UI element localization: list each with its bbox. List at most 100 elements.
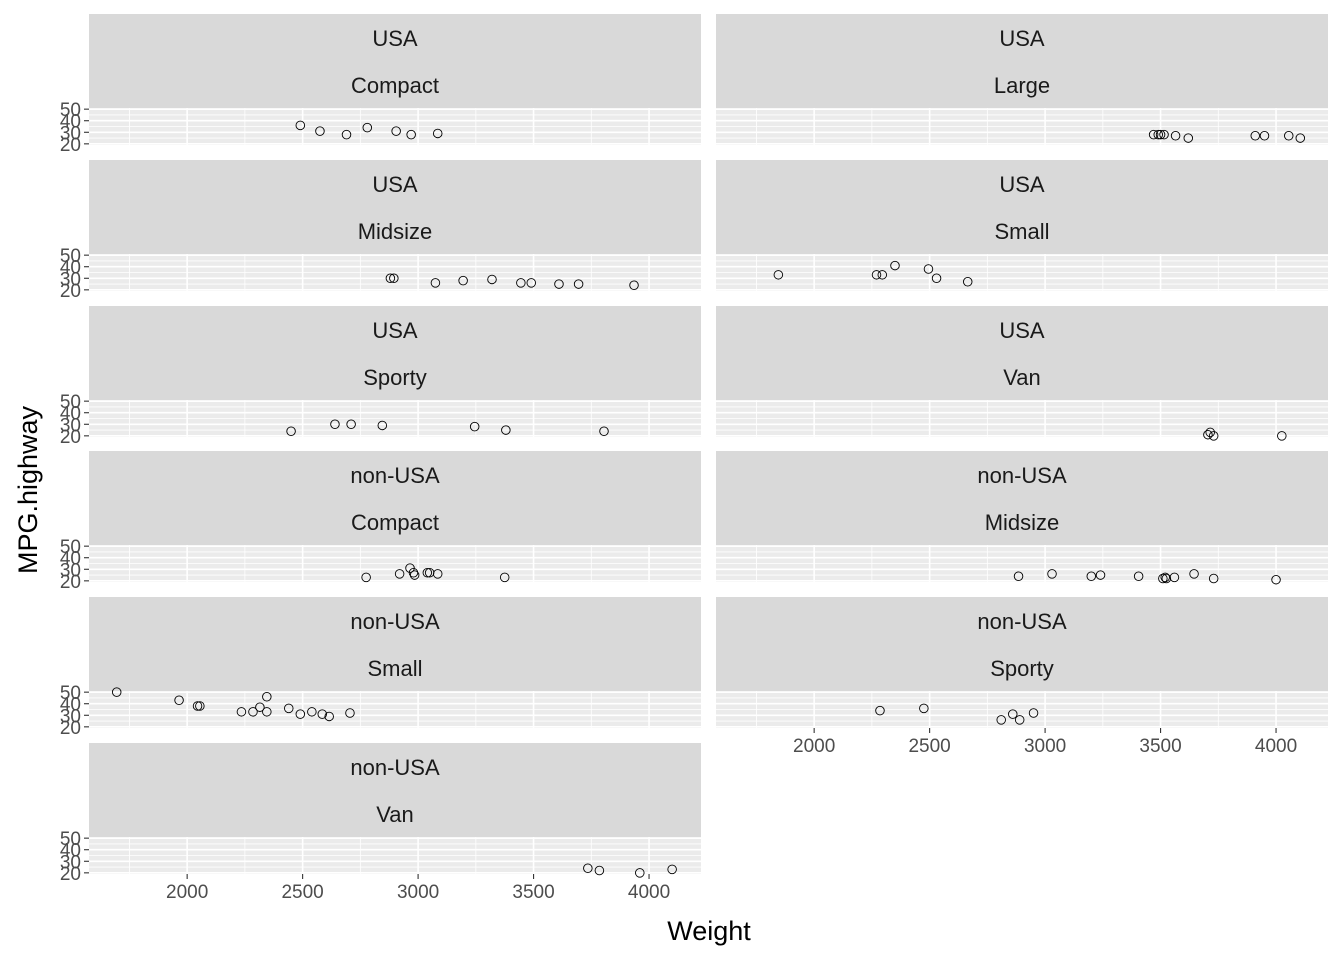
facet-strip — [716, 160, 1328, 254]
y-tick-label: 30 — [60, 123, 81, 144]
y-tick-label: 40 — [60, 112, 81, 133]
strip-label-origin: non-USA — [977, 609, 1067, 634]
strip-label-type: Midsize — [985, 510, 1060, 535]
data-point — [1283, 130, 1294, 141]
data-point — [1250, 130, 1261, 141]
data-point — [1203, 429, 1213, 440]
y-tick-label: 50 — [60, 683, 81, 704]
strip-label-origin: USA — [999, 26, 1045, 51]
data-point — [499, 572, 510, 583]
x-tick-label: 3000 — [1024, 736, 1066, 757]
data-point — [1259, 130, 1270, 141]
data-point — [295, 120, 306, 131]
y-tick-label: 40 — [60, 841, 81, 862]
data-point — [919, 703, 929, 714]
data-point — [1153, 129, 1164, 140]
data-point — [262, 707, 272, 717]
data-point — [1008, 709, 1018, 719]
strip-label-type: Van — [1003, 365, 1041, 390]
facet-strip — [716, 306, 1328, 400]
data-point — [1183, 133, 1194, 143]
y-tick-label: 30 — [60, 852, 81, 873]
data-point — [1047, 569, 1057, 579]
y-tick-label: 20 — [60, 281, 81, 302]
facet-panel: USA Van — [716, 306, 1328, 441]
x-tick-label: 3000 — [397, 882, 439, 903]
facet-strip — [89, 597, 701, 691]
x-tick-label: 4000 — [1255, 736, 1297, 757]
data-point — [1295, 133, 1306, 143]
strip-label-origin: USA — [999, 172, 1045, 197]
data-point — [389, 273, 399, 284]
data-point — [385, 273, 396, 284]
data-point — [594, 865, 605, 876]
data-point — [458, 275, 468, 286]
strip-label-origin: non-USA — [350, 755, 440, 780]
data-point — [923, 264, 934, 274]
y-tick-label: 30 — [60, 415, 81, 436]
strip-label-type: Small — [994, 219, 1049, 244]
data-point — [554, 279, 564, 289]
facet-strip — [716, 14, 1328, 108]
data-point — [361, 572, 371, 583]
data-point — [871, 270, 882, 280]
strip-label-type: Small — [367, 656, 422, 681]
data-point — [573, 279, 584, 289]
data-point — [890, 260, 900, 271]
data-point — [408, 568, 419, 578]
facet-strip — [89, 160, 701, 254]
data-point — [526, 278, 537, 288]
data-point — [195, 701, 205, 711]
data-point — [406, 129, 416, 140]
y-tick-label: 30 — [60, 269, 81, 290]
data-point — [1170, 130, 1181, 141]
data-point — [422, 568, 433, 578]
y-tick-label: 50 — [60, 246, 81, 267]
data-point — [583, 863, 593, 873]
data-point — [346, 419, 356, 430]
x-tick-label: 2500 — [281, 882, 323, 903]
y-tick-label: 40 — [60, 258, 81, 279]
data-point — [629, 280, 639, 290]
data-point — [330, 419, 340, 430]
y-tick-label: 50 — [60, 392, 81, 413]
y-tick-label: 40 — [60, 549, 81, 570]
data-point — [635, 868, 645, 878]
y-tick-label: 20 — [60, 135, 81, 156]
strip-label-type: Sporty — [990, 656, 1054, 681]
facet-panel: non-USA Midsize — [716, 451, 1328, 585]
data-point — [430, 278, 441, 288]
strip-label-origin: USA — [372, 26, 418, 51]
data-point — [248, 707, 258, 717]
facet-strip — [89, 306, 701, 400]
data-point — [284, 703, 294, 714]
data-point — [469, 421, 480, 432]
x-tick-label: 4000 — [628, 882, 670, 903]
data-point — [1189, 569, 1199, 579]
data-point — [599, 426, 609, 436]
data-point — [1159, 129, 1169, 140]
strip-label-type: Compact — [351, 510, 439, 535]
data-point — [1158, 573, 1168, 584]
data-point — [1086, 571, 1097, 581]
facet-strip — [716, 597, 1328, 691]
y-tick-label: 30 — [60, 706, 81, 727]
facet-panel: non-USA Sporty — [716, 597, 1328, 728]
strip-label-origin: non-USA — [977, 463, 1067, 488]
strip-label-type: Large — [994, 73, 1050, 98]
y-tick-label: 50 — [60, 537, 81, 558]
data-point — [516, 278, 526, 288]
data-point — [286, 426, 296, 436]
data-point — [1133, 571, 1144, 581]
data-point — [996, 715, 1006, 725]
panels-layer: USACompact20304050USALargeUSAMidsize2030… — [60, 14, 1328, 885]
facet-strip — [89, 451, 701, 545]
strip-label-type: Sporty — [363, 365, 427, 390]
facet-strip — [716, 451, 1328, 545]
facet-panel: USA Small — [716, 160, 1328, 291]
